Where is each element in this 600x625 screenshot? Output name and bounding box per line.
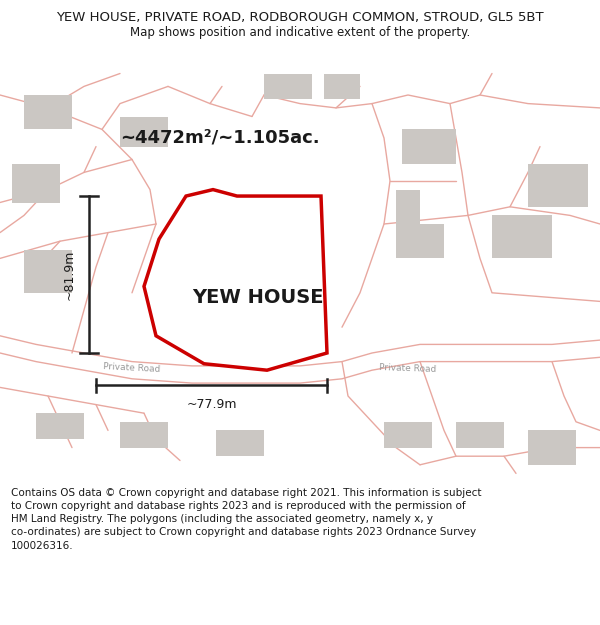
Polygon shape	[216, 431, 264, 456]
Polygon shape	[24, 250, 72, 292]
Polygon shape	[24, 95, 72, 129]
Polygon shape	[402, 129, 456, 164]
Polygon shape	[264, 74, 312, 99]
Polygon shape	[384, 422, 432, 447]
Text: ~77.9m: ~77.9m	[186, 398, 237, 411]
Text: ~4472m²/~1.105ac.: ~4472m²/~1.105ac.	[120, 129, 320, 147]
Polygon shape	[12, 164, 60, 202]
Polygon shape	[144, 189, 327, 370]
Text: Contains OS data © Crown copyright and database right 2021. This information is : Contains OS data © Crown copyright and d…	[11, 488, 481, 551]
Polygon shape	[492, 216, 552, 258]
Polygon shape	[120, 422, 168, 447]
Text: Map shows position and indicative extent of the property.: Map shows position and indicative extent…	[130, 26, 470, 39]
Polygon shape	[120, 116, 168, 147]
Text: Private Road: Private Road	[379, 362, 437, 374]
Polygon shape	[528, 431, 576, 465]
Polygon shape	[324, 74, 360, 99]
Polygon shape	[396, 189, 444, 258]
Polygon shape	[36, 413, 84, 439]
Text: YEW HOUSE: YEW HOUSE	[192, 288, 324, 307]
Text: ~81.9m: ~81.9m	[63, 249, 76, 300]
Polygon shape	[528, 164, 588, 207]
Text: YEW HOUSE, PRIVATE ROAD, RODBOROUGH COMMON, STROUD, GL5 5BT: YEW HOUSE, PRIVATE ROAD, RODBOROUGH COMM…	[56, 11, 544, 24]
Text: Private Road: Private Road	[103, 362, 161, 374]
Polygon shape	[456, 422, 504, 447]
